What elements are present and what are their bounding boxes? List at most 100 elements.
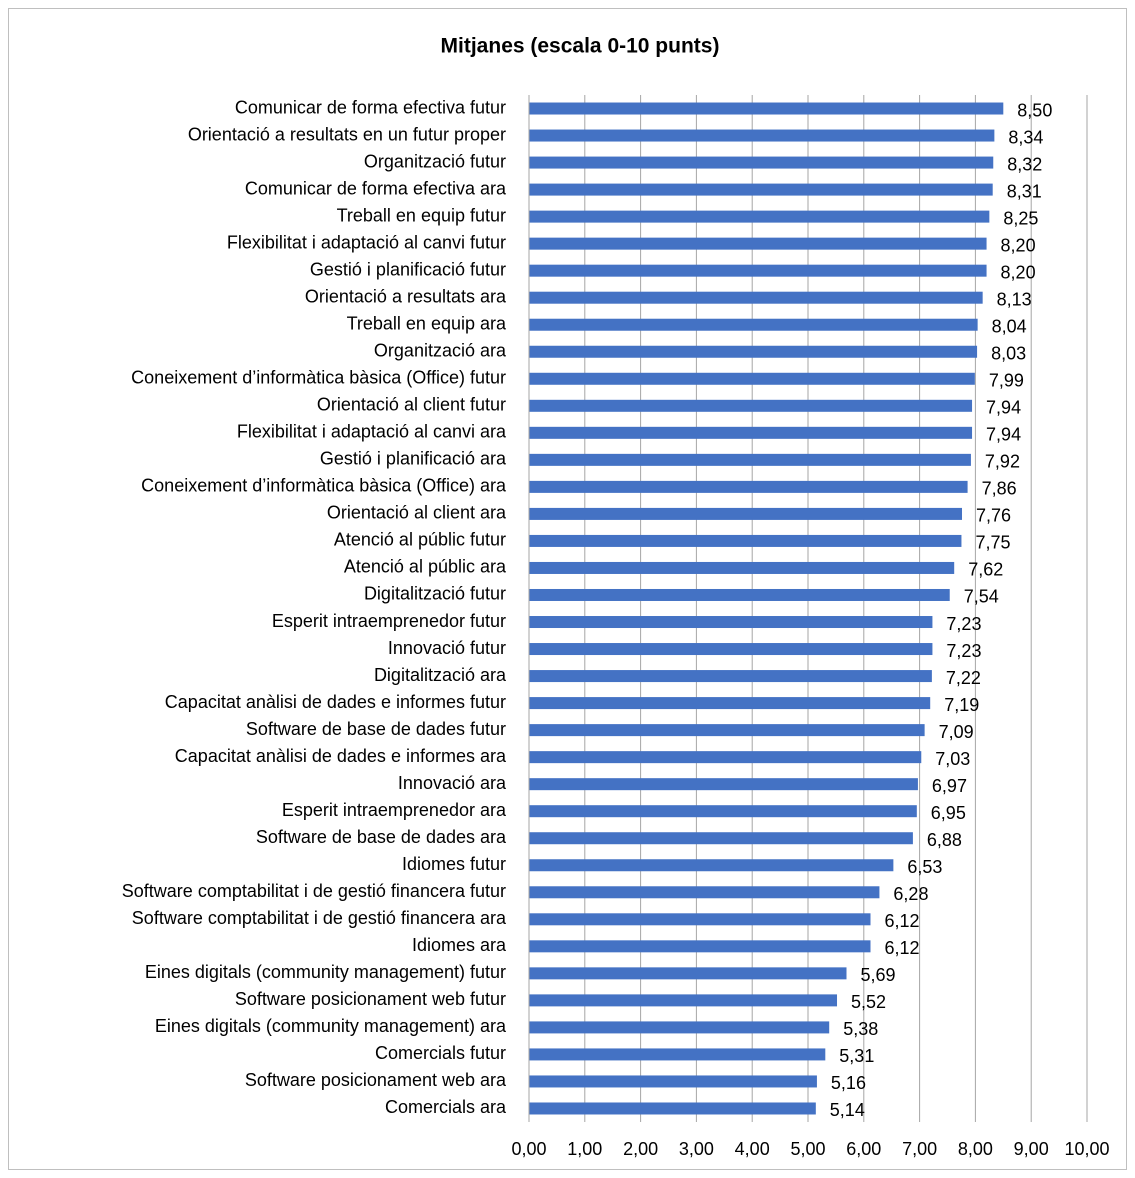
y-tick-label: Digitalització futur <box>364 584 506 604</box>
y-tick-label: Software de base de dades ara <box>256 827 507 847</box>
bar <box>529 183 993 196</box>
value-label: 7,23 <box>946 614 981 634</box>
value-label: 7,99 <box>989 371 1024 391</box>
bar <box>529 291 983 304</box>
bar <box>529 372 975 385</box>
value-label: 6,53 <box>907 857 942 877</box>
y-tick-label: Coneixement d’informàtica bàsica (Office… <box>141 476 507 496</box>
y-tick-label: Software posicionament web ara <box>245 1070 507 1090</box>
y-tick-label: Software comptabilitat i de gestió finan… <box>122 881 506 901</box>
value-label: 8,25 <box>1003 208 1038 228</box>
y-tick-label: Flexibilitat i adaptació al canvi ara <box>237 422 507 442</box>
y-tick-label: Software comptabilitat i de gestió finan… <box>132 908 507 928</box>
value-label: 6,12 <box>884 938 919 958</box>
y-tick-label: Eines digitals (community management) ar… <box>155 1016 507 1036</box>
value-label: 7,09 <box>939 722 974 742</box>
bar <box>529 778 918 791</box>
y-tick-label: Capacitat anàlisi de dades e informes ar… <box>175 746 507 766</box>
bar <box>529 859 894 872</box>
value-label: 8,31 <box>1007 181 1042 201</box>
value-label: 8,13 <box>997 289 1032 309</box>
value-label: 6,12 <box>884 911 919 931</box>
y-tick-label: Orientació al client futur <box>317 395 506 415</box>
value-label: 6,95 <box>931 803 966 823</box>
bar <box>529 1075 817 1088</box>
x-tick-label: 9,00 <box>1014 1139 1049 1159</box>
bar <box>529 264 987 277</box>
value-label: 7,22 <box>946 668 981 688</box>
y-tick-label: Coneixement d’informàtica bàsica (Office… <box>131 368 506 388</box>
bar <box>529 156 994 169</box>
value-label: 5,52 <box>851 992 886 1012</box>
y-tick-label: Organització ara <box>374 341 507 361</box>
bar <box>529 967 847 980</box>
bar <box>529 616 933 629</box>
bar <box>529 399 973 412</box>
y-tick-label: Orientació al client ara <box>327 503 507 523</box>
value-label: 6,28 <box>893 884 928 904</box>
x-tick-label: 1,00 <box>567 1139 602 1159</box>
value-label: 7,92 <box>985 452 1020 472</box>
bar <box>529 832 913 845</box>
value-label: 7,94 <box>986 398 1021 418</box>
y-tick-label: Comunicar de forma efectiva futur <box>235 97 506 117</box>
x-tick-label: 6,00 <box>846 1139 881 1159</box>
y-tick-label: Comercials futur <box>375 1043 506 1063</box>
value-label: 7,94 <box>986 425 1021 445</box>
x-tick-label: 5,00 <box>790 1139 825 1159</box>
value-label: 8,20 <box>1001 262 1036 282</box>
y-tick-label: Organització futur <box>364 151 506 171</box>
bar <box>529 886 880 899</box>
value-label: 7,03 <box>935 749 970 769</box>
chart-title: Mitjanes (escala 0-10 punts) <box>441 35 720 58</box>
value-label: 7,19 <box>944 695 979 715</box>
y-tick-label: Idiomes futur <box>402 854 506 874</box>
value-label: 6,97 <box>932 776 967 796</box>
bar <box>529 940 871 953</box>
value-label: 5,16 <box>831 1073 866 1093</box>
bar <box>529 1102 816 1115</box>
y-tick-label: Digitalització ara <box>374 665 507 685</box>
value-label: 8,32 <box>1007 154 1042 174</box>
x-tick-label: 2,00 <box>623 1139 658 1159</box>
bar <box>529 102 1004 115</box>
y-tick-label: Atenció al públic ara <box>344 557 507 577</box>
bar <box>529 697 931 710</box>
bar <box>529 237 987 250</box>
bar <box>529 670 932 683</box>
value-label: 8,34 <box>1008 127 1043 147</box>
value-label: 5,38 <box>843 1019 878 1039</box>
bar <box>529 534 962 547</box>
bar <box>529 318 978 331</box>
bar <box>529 643 933 656</box>
value-label: 8,03 <box>991 344 1026 364</box>
bar <box>529 1021 830 1034</box>
value-label: 7,86 <box>982 479 1017 499</box>
bar <box>529 588 950 601</box>
bar <box>529 751 922 764</box>
x-tick-label: 7,00 <box>902 1139 937 1159</box>
bar <box>529 805 917 818</box>
y-tick-label: Software de base de dades futur <box>246 719 506 739</box>
x-tick-label: 10,00 <box>1064 1139 1109 1159</box>
value-label: 5,69 <box>861 965 896 985</box>
value-label: 7,75 <box>975 533 1010 553</box>
bar <box>529 507 963 520</box>
y-tick-label: Flexibilitat i adaptació al canvi futur <box>227 232 506 252</box>
y-tick-label: Comunicar de forma efectiva ara <box>245 178 507 198</box>
y-tick-label: Eines digitals (community management) fu… <box>145 962 506 982</box>
x-tick-label: 3,00 <box>679 1139 714 1159</box>
bar <box>529 1048 826 1061</box>
y-tick-label: Comercials ara <box>385 1097 507 1117</box>
bar <box>529 210 990 223</box>
y-tick-label: Treball en equip ara <box>347 313 507 333</box>
bar <box>529 453 971 466</box>
y-tick-label: Esperit intraemprenedor futur <box>272 611 506 631</box>
y-tick-label: Capacitat anàlisi de dades e informes fu… <box>165 692 506 712</box>
value-label: 5,31 <box>839 1046 874 1066</box>
y-tick-label: Innovació futur <box>388 638 506 658</box>
y-tick-label: Esperit intraemprenedor ara <box>282 800 507 820</box>
bar <box>529 724 925 737</box>
value-label: 7,23 <box>946 641 981 661</box>
